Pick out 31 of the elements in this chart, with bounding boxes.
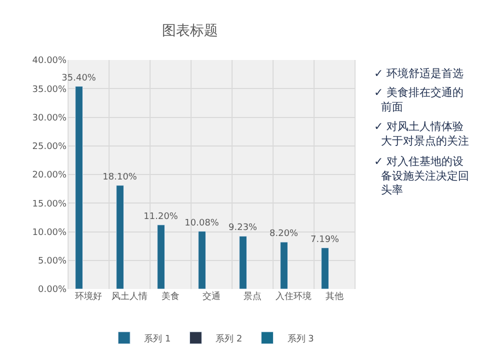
- text: ✓ 美食排在交通的前面: [374, 86, 464, 114]
- data-label: 10.08%: [184, 218, 220, 228]
- text: ✓ 对入住基地的设备设施关注决定回头率: [374, 155, 469, 197]
- legend-label: 系列 3: [287, 333, 314, 344]
- data-label: 8.20%: [270, 229, 299, 240]
- y-tick-label: 0.00%: [38, 285, 68, 296]
- x-tick-label: 交通: [202, 291, 221, 302]
- text: ✓ 环境舒适是首选: [374, 67, 464, 80]
- y-tick-label: 40.00%: [32, 56, 68, 66]
- text: ✓ 对风土人情体验大于对景点的关注: [374, 120, 469, 148]
- legend-label: 系列 1: [144, 333, 171, 344]
- x-tick-label: 景点: [244, 291, 262, 302]
- data-label: 11.20%: [144, 212, 178, 222]
- legend-label: 系列 2: [216, 333, 242, 344]
- data-label: 9.23%: [228, 223, 258, 234]
- data-label: 35.40%: [62, 73, 96, 84]
- data-label: 18.10%: [102, 172, 138, 182]
- y-tick-label: 25.00%: [32, 142, 68, 152]
- chart-title: 图表标题: [162, 23, 218, 40]
- x-tick-label: 美食: [162, 291, 180, 302]
- y-tick-label: 5.00%: [38, 256, 68, 267]
- y-tick-label: 10.00%: [32, 228, 68, 238]
- x-tick-label: 其他: [326, 291, 344, 302]
- y-tick-label: 35.00%: [32, 84, 68, 95]
- y-tick-label: 20.00%: [32, 170, 68, 181]
- data-label: 7.19%: [310, 234, 340, 245]
- x-tick-label: 风土人情: [112, 291, 148, 302]
- y-tick-label: 30.00%: [32, 113, 68, 124]
- x-tick-label: 环境好: [75, 291, 102, 302]
- x-tick-label: 入住环境: [276, 291, 312, 302]
- y-tick-label: 15.00%: [32, 199, 68, 210]
